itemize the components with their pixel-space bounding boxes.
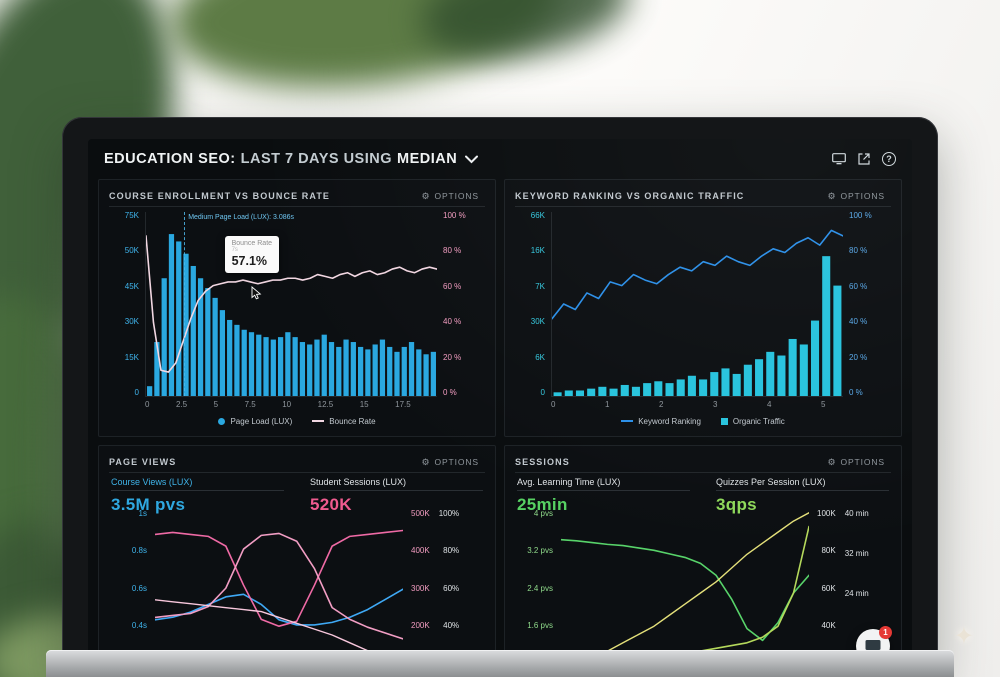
panel-header: PAGE VIEWS ⚙ OPTIONS <box>109 452 485 473</box>
tooltip-title: Bounce Rate <box>231 239 273 247</box>
gear-icon: ⚙ <box>827 190 837 201</box>
metric-learning-time: Avg. Learning Time (LUX) 25min <box>517 477 690 515</box>
options-label: OPTIONS <box>840 191 885 201</box>
options-label: OPTIONS <box>434 191 479 201</box>
metric-label: Course Views (LUX) <box>111 477 284 491</box>
legend-label: Page Load (LUX) <box>230 416 293 426</box>
y-axis-right-col1: 100K 80K 60K 40K <box>817 509 836 630</box>
chat-icon <box>865 639 881 653</box>
y-axis-right-col1: 500K 400K 300K 200K <box>411 509 430 630</box>
cursor-icon <box>251 285 262 299</box>
notification-badge: 1 <box>879 626 892 639</box>
dashboard-title-dropdown[interactable]: EDUCATION SEO: LAST 7 DAYS USING MEDIAN <box>104 151 479 167</box>
options-button[interactable]: ⚙ OPTIONS <box>821 190 891 202</box>
options-button[interactable]: ⚙ OPTIONS <box>415 190 485 202</box>
legend-marker-square <box>720 417 728 425</box>
panel-header: SESSIONS ⚙ OPTIONS <box>515 452 891 473</box>
y-axis-left: 75K 50K 45K 30K 15K 0 <box>124 211 139 397</box>
legend-marker-line <box>312 420 325 422</box>
dashboard-screen: EDUCATION SEO: LAST 7 DAYS USING MEDIAN … <box>88 139 912 677</box>
tooltip: Bounce Rate 7s 57.1% <box>224 235 280 273</box>
panel-title: SESSIONS <box>515 457 570 467</box>
share-icon[interactable] <box>857 152 871 166</box>
y-axis-right: 100 % 80 % 60 % 40 % 20 % 0 % <box>443 211 466 397</box>
y-axis-right-col2: 40 min 32 min 24 min <box>844 509 869 598</box>
metric-value: 3.5M pvs <box>111 495 186 514</box>
metric-quizzes: Quizzes Per Session (LUX) 3qps <box>716 477 889 515</box>
gear-icon: ⚙ <box>421 456 431 467</box>
y-axis-left: 66K 16K 7K 30K 6K 0 <box>530 211 545 397</box>
legend-marker-line <box>621 420 634 422</box>
legend-item[interactable]: Organic Traffic <box>720 416 785 426</box>
legend-marker-dot <box>218 417 226 425</box>
panel-header: COURSE ENROLLMENT VS BOUNCE RATE ⚙ OPTIO… <box>109 186 485 207</box>
legend: Page Load (LUX) Bounce Rate <box>107 412 487 430</box>
y-axis-right: 100 % 80 % 60 % 40 % 20 % 0 % <box>849 211 872 397</box>
chart-layout: 75K 50K 45K 30K 15K 0 Medium Page Load (LUX):… <box>107 212 487 430</box>
legend-label: Organic Traffic <box>732 416 785 426</box>
legend-label: Bounce Rate <box>329 416 376 426</box>
metric-student-sessions: Student Sessions (LUX) 520K <box>310 477 483 515</box>
legend-item[interactable]: Keyword Ranking <box>621 417 701 426</box>
panel-title: KEYWORD RANKING VS ORGANIC TRAFFIC <box>515 191 745 201</box>
panel-page-views: PAGE VIEWS ⚙ OPTIONS Course Views (LUX) … <box>98 445 496 677</box>
annotation-label: Medium Page Load (LUX): 3.086s <box>188 214 295 221</box>
legend: Keyword Ranking Organic Traffic <box>513 412 893 430</box>
chart-layout: 66K 16K 7K 30K 6K 0 100 % 80 % 60 % 40 % 20 % 0 % … <box>513 212 893 430</box>
help-icon[interactable]: ? <box>882 152 896 166</box>
y-axis-left: 1s 0.8s 0.6s 0.4s <box>131 509 147 630</box>
page-title-metric: MEDIAN <box>397 151 458 167</box>
laptop-base <box>46 650 954 677</box>
panel-sessions: SESSIONS ⚙ OPTIONS Avg. Learning Time (L… <box>504 445 902 677</box>
metric-value: 3qps <box>716 495 757 514</box>
legend-item[interactable]: Page Load (LUX) <box>218 417 292 426</box>
panel-keyword-ranking: KEYWORD RANKING VS ORGANIC TRAFFIC ⚙ OPT… <box>504 179 902 437</box>
x-axis: 0 2.5 5 7.5 10 12.5 15 17.5 <box>145 400 411 409</box>
metric-course-views: Course Views (LUX) 3.5M pvs <box>111 477 284 515</box>
pageviews-chart[interactable] <box>155 510 403 676</box>
y-axis-right-col2: 100% 80% 60% 40% <box>438 509 460 630</box>
panel-grid: COURSE ENROLLMENT VS BOUNCE RATE ⚙ OPTIO… <box>98 179 902 677</box>
annotation-line <box>183 212 185 396</box>
gear-icon: ⚙ <box>421 190 431 201</box>
panel-title: COURSE ENROLLMENT VS BOUNCE RATE <box>109 191 331 201</box>
options-label: OPTIONS <box>434 457 479 467</box>
page-title-range: LAST 7 DAYS USING <box>240 151 392 167</box>
legend-item[interactable]: Bounce Rate <box>312 416 376 426</box>
metric-value: 25min <box>517 495 568 514</box>
panel-header: KEYWORD RANKING VS ORGANIC TRAFFIC ⚙ OPT… <box>515 186 891 207</box>
chevron-down-icon <box>465 155 479 163</box>
metrics-row: Avg. Learning Time (LUX) 25min Quizzes P… <box>517 477 889 515</box>
display-icon[interactable] <box>832 152 846 166</box>
y-axis-right: 100K 80K 60K 40K 40 min 32 min 24 min <box>817 510 893 676</box>
metric-label: Avg. Learning Time (LUX) <box>517 477 690 491</box>
options-button[interactable]: ⚙ OPTIONS <box>415 456 485 468</box>
header-icons: ? <box>832 152 896 166</box>
enrollment-chart[interactable]: Medium Page Load (LUX): 3.086s Bounce Ra… <box>145 212 437 397</box>
y-axis-right: 500K 400K 300K 200K 100% 80% 60% 40% <box>411 510 487 676</box>
y-axis-left: 4 pvs 3.2 pvs 2.4 pvs 1.6 pvs <box>527 509 553 630</box>
chart-layout: 1s 0.8s 0.6s 0.4s 500K 400K 300K 200K 100% 80% 6… <box>107 510 487 676</box>
panel-title: PAGE VIEWS <box>109 457 177 467</box>
dashboard-header: EDUCATION SEO: LAST 7 DAYS USING MEDIAN … <box>88 139 912 179</box>
metrics-row: Course Views (LUX) 3.5M pvs Student Sess… <box>111 477 483 515</box>
page-title: EDUCATION SEO: <box>104 151 236 167</box>
laptop: EDUCATION SEO: LAST 7 DAYS USING MEDIAN … <box>62 117 938 677</box>
gear-icon: ⚙ <box>827 456 837 467</box>
tooltip-sub: 7s <box>231 246 238 253</box>
sparkle-icon: ✦ <box>953 623 974 650</box>
keyword-chart[interactable] <box>551 212 843 397</box>
metric-label: Quizzes Per Session (LUX) <box>716 477 889 491</box>
options-label: OPTIONS <box>840 457 885 467</box>
legend-label: Keyword Ranking <box>638 416 701 426</box>
metric-label: Student Sessions (LUX) <box>310 477 483 491</box>
options-button[interactable]: ⚙ OPTIONS <box>821 456 891 468</box>
metric-value: 520K <box>310 495 352 514</box>
panel-course-enrollment: COURSE ENROLLMENT VS BOUNCE RATE ⚙ OPTIO… <box>98 179 496 437</box>
tooltip-value: 57.1% <box>231 253 268 268</box>
